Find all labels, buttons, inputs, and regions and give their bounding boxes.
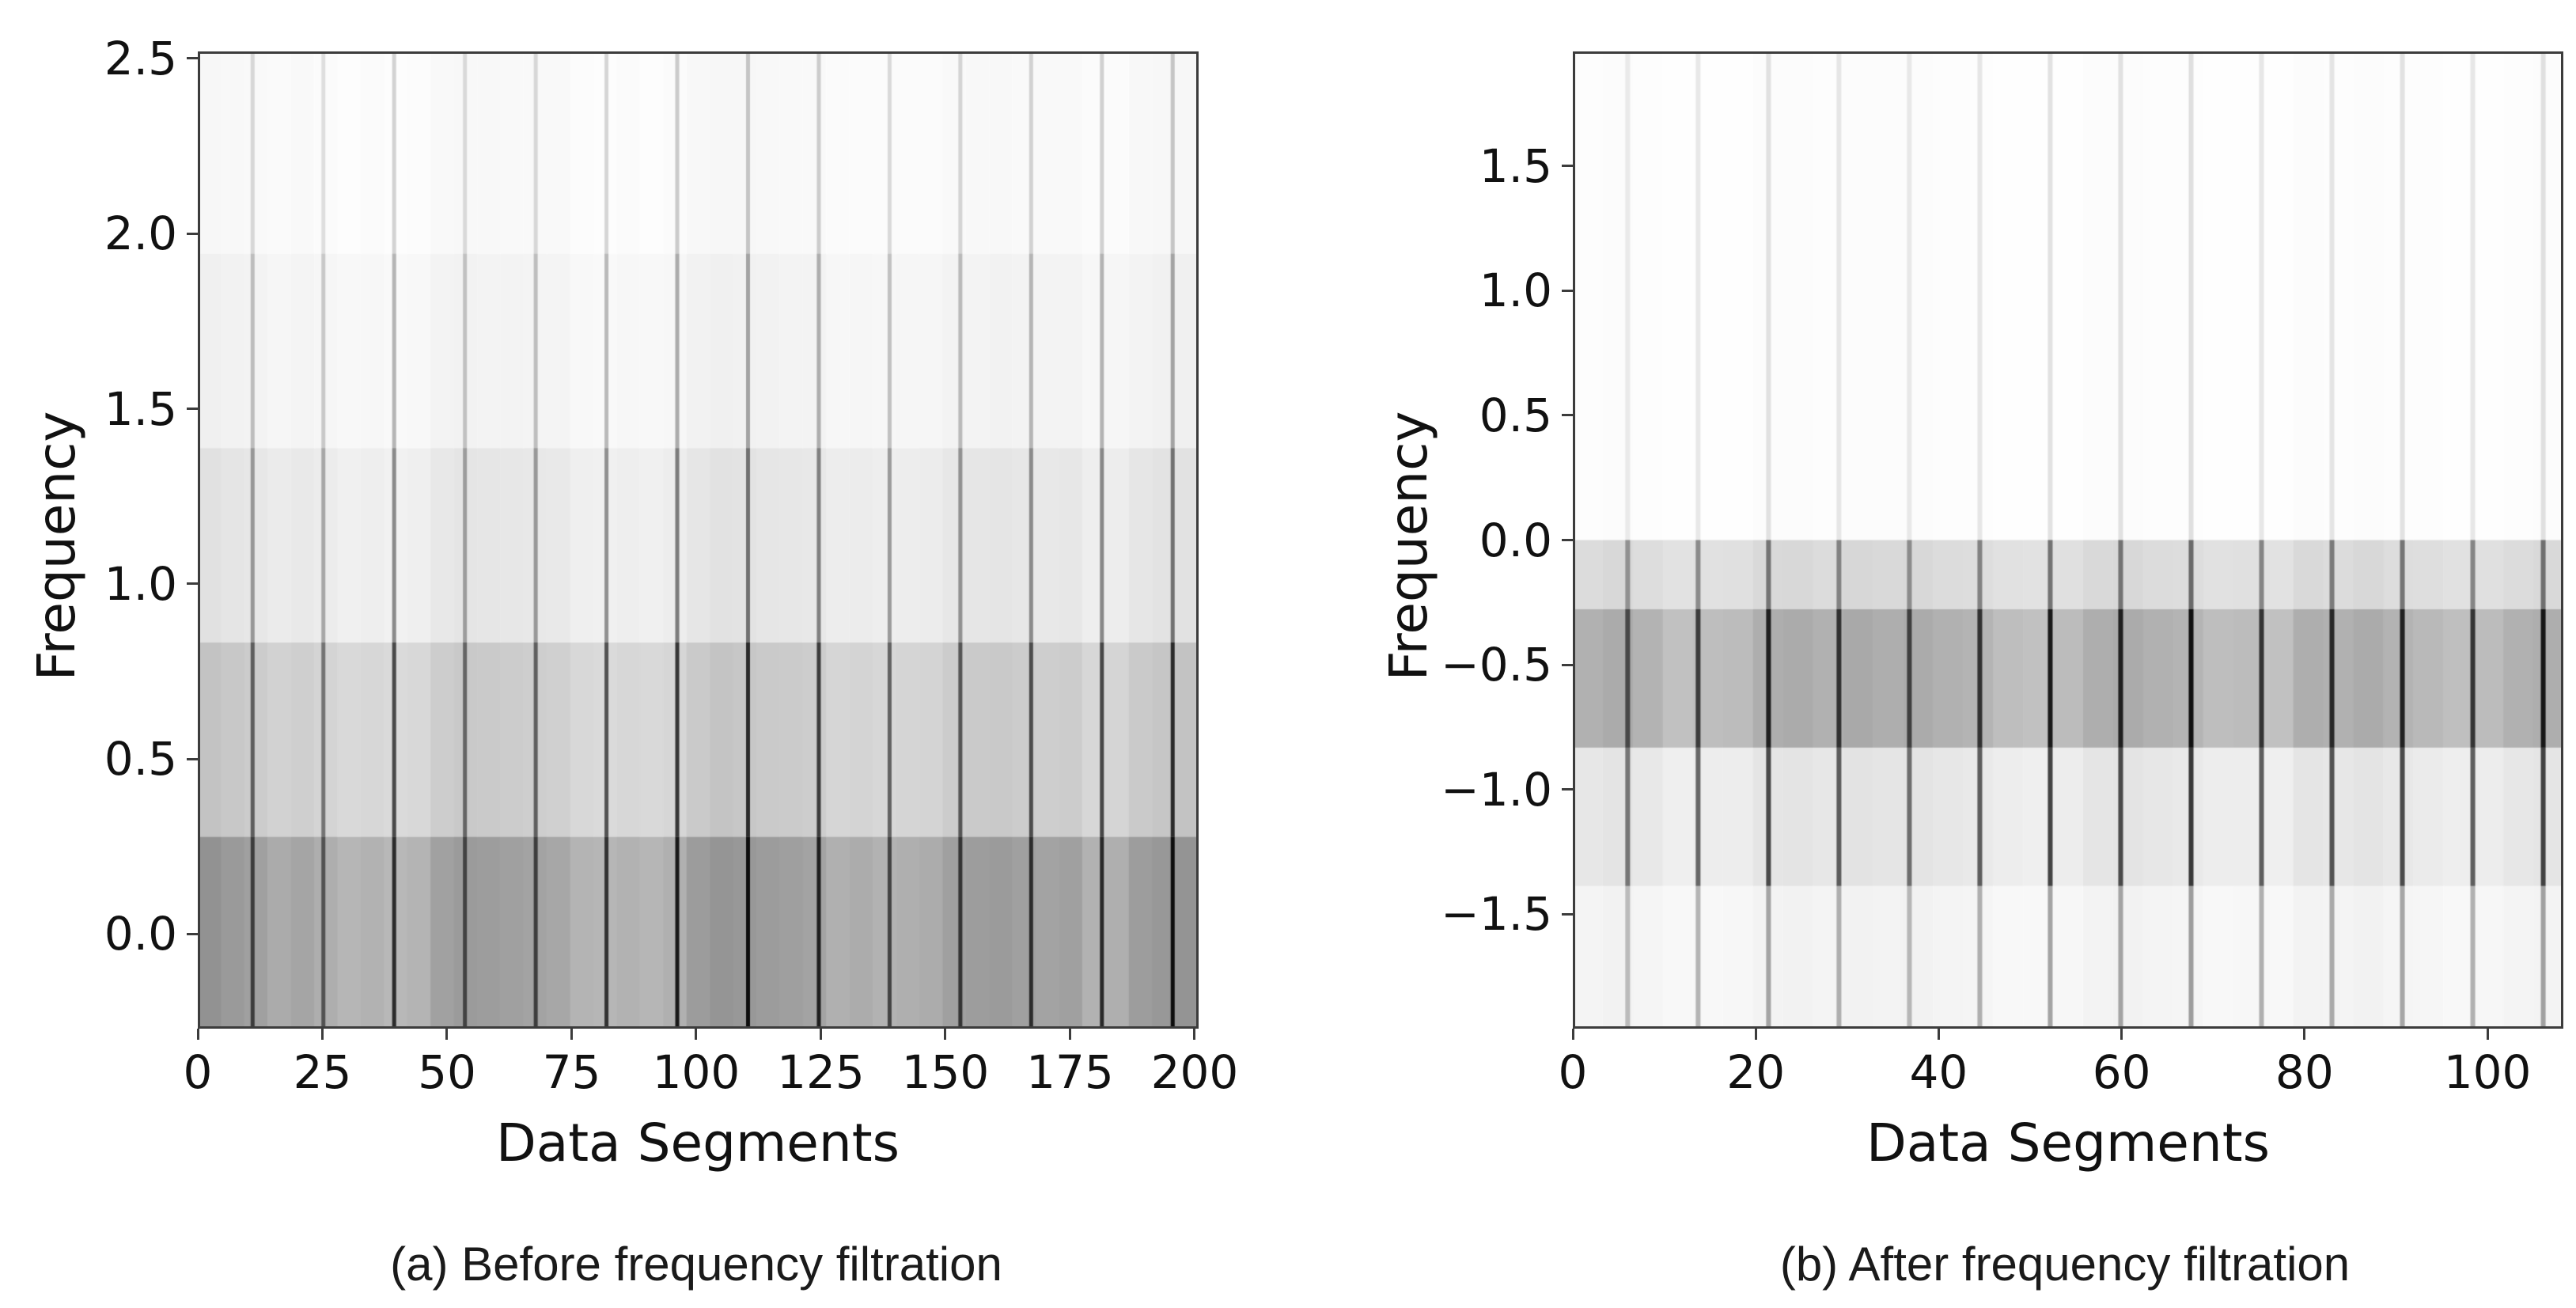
caption-a: (a) Before frequency filtration bbox=[390, 1238, 1002, 1291]
y-axis-label-a: Frequency bbox=[26, 411, 87, 681]
x-tick-mark bbox=[320, 1029, 324, 1040]
x-tick-mark bbox=[2120, 1029, 2123, 1040]
y-tick-label: −0.5 bbox=[1441, 638, 1552, 692]
y-tick-label: 0.0 bbox=[1479, 513, 1552, 567]
x-tick-label: 80 bbox=[2275, 1045, 2334, 1099]
x-tick-label: 50 bbox=[418, 1045, 476, 1099]
x-tick-mark bbox=[196, 1029, 199, 1040]
x-tick-mark bbox=[1571, 1029, 1574, 1040]
y-tick-label: 0.0 bbox=[104, 907, 177, 961]
y-tick-mark bbox=[1562, 165, 1573, 168]
y-tick-label: 1.0 bbox=[1479, 263, 1552, 318]
x-tick-mark bbox=[695, 1029, 698, 1040]
x-tick-label: 25 bbox=[293, 1045, 352, 1099]
x-tick-label: 125 bbox=[777, 1045, 865, 1099]
x-tick-label: 0 bbox=[1558, 1045, 1588, 1099]
x-tick-label: 20 bbox=[1726, 1045, 1786, 1099]
y-tick-mark bbox=[187, 582, 198, 586]
y-axis-label-b: Frequency bbox=[1378, 411, 1439, 681]
x-tick-mark bbox=[944, 1029, 947, 1040]
caption-b: (b) After frequency filtration bbox=[1779, 1238, 2351, 1291]
x-tick-mark bbox=[1754, 1029, 1757, 1040]
y-tick-label: 2.0 bbox=[104, 207, 177, 261]
x-tick-label: 60 bbox=[2092, 1045, 2151, 1099]
y-tick-mark bbox=[1562, 539, 1573, 541]
y-tick-label: 1.5 bbox=[104, 381, 177, 436]
x-tick-mark bbox=[1193, 1029, 1196, 1040]
x-tick-mark bbox=[2303, 1029, 2306, 1040]
x-tick-label: 150 bbox=[901, 1045, 990, 1099]
y-tick-label: 2.5 bbox=[104, 31, 177, 85]
y-tick-label: 0.5 bbox=[104, 732, 177, 787]
x-tick-mark bbox=[445, 1029, 449, 1040]
x-tick-label: 175 bbox=[1026, 1045, 1114, 1099]
y-tick-mark bbox=[187, 57, 198, 60]
x-tick-label: 100 bbox=[2443, 1045, 2532, 1099]
x-axis-label-b: Data Segments bbox=[1866, 1113, 2270, 1173]
y-tick-mark bbox=[187, 932, 198, 935]
y-tick-label: 1.0 bbox=[104, 556, 177, 611]
y-tick-mark bbox=[1562, 912, 1573, 916]
x-tick-label: 100 bbox=[652, 1045, 741, 1099]
y-tick-label: 1.5 bbox=[1479, 138, 1552, 193]
y-tick-mark bbox=[187, 232, 198, 235]
x-tick-label: 0 bbox=[183, 1045, 213, 1099]
y-tick-mark bbox=[1562, 663, 1573, 666]
y-tick-mark bbox=[187, 408, 198, 410]
x-tick-mark bbox=[819, 1029, 822, 1040]
y-tick-mark bbox=[1562, 289, 1573, 292]
x-tick-mark bbox=[2486, 1029, 2489, 1040]
x-tick-label: 75 bbox=[542, 1045, 601, 1099]
x-tick-mark bbox=[1068, 1029, 1071, 1040]
y-tick-mark bbox=[1562, 788, 1573, 791]
x-tick-label: 200 bbox=[1150, 1045, 1239, 1099]
y-tick-mark bbox=[1562, 414, 1573, 417]
x-tick-mark bbox=[570, 1029, 573, 1040]
x-axis-label-a: Data Segments bbox=[496, 1113, 900, 1173]
y-tick-label: 0.5 bbox=[1479, 388, 1552, 442]
y-tick-mark bbox=[187, 757, 198, 760]
heatmap-a bbox=[198, 51, 1199, 1029]
y-tick-label: −1.0 bbox=[1441, 762, 1552, 817]
heatmap-b bbox=[1573, 51, 2563, 1029]
x-tick-label: 40 bbox=[1909, 1045, 1968, 1099]
x-tick-mark bbox=[1937, 1029, 1940, 1040]
y-tick-label: −1.5 bbox=[1441, 887, 1552, 942]
